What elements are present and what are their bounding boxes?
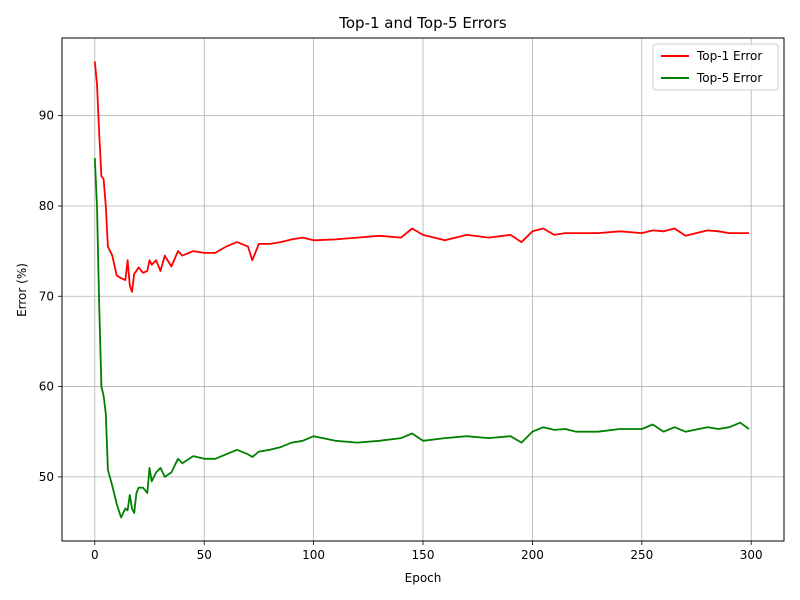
legend: Top-1 Error Top-5 Error xyxy=(652,43,779,91)
legend-label-top5: Top-5 Error xyxy=(696,71,762,85)
series-layer xyxy=(93,61,750,519)
y-tick-label: 50 xyxy=(39,470,54,484)
x-tick-label: 250 xyxy=(630,548,653,562)
x-tick-label: 300 xyxy=(740,548,763,562)
chart-title: Top-1 and Top-5 Errors xyxy=(338,14,507,32)
y-tick-label: 70 xyxy=(39,289,54,303)
series-line-top5 xyxy=(93,158,750,519)
x-tick-label: 150 xyxy=(412,548,435,562)
series-line-top1 xyxy=(93,61,749,293)
y-tick-label: 90 xyxy=(39,109,54,123)
y-tick-label: 60 xyxy=(39,380,54,394)
x-axis-ticks: 0 50 100 150 200 250 300 xyxy=(91,541,763,562)
grid xyxy=(62,38,784,541)
x-tick-label: 100 xyxy=(302,548,325,562)
y-axis-ticks: 50 60 70 80 90 xyxy=(39,109,62,484)
x-tick-label: 200 xyxy=(521,548,544,562)
y-tick-label: 80 xyxy=(39,199,54,213)
x-axis-label: Epoch xyxy=(405,571,442,585)
x-tick-label: 0 xyxy=(91,548,99,562)
y-axis-label: Error (%) xyxy=(15,263,29,317)
x-tick-label: 50 xyxy=(197,548,212,562)
legend-label-top1: Top-1 Error xyxy=(696,49,762,63)
